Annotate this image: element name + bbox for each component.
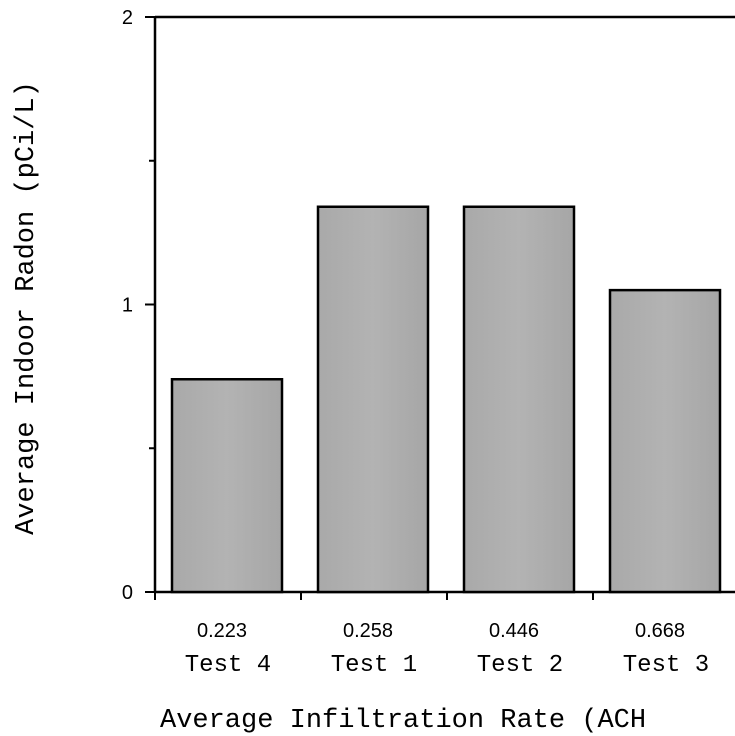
bar-test-3 [608, 288, 722, 594]
category-label: Test 1 [331, 652, 417, 679]
category-label: Test 2 [477, 652, 563, 679]
bar-test-4 [170, 378, 284, 594]
y-axis-title: Average Indoor Radon (pCi/L) [12, 81, 42, 535]
y-axis: 0 1 2 [122, 7, 155, 604]
x-axis [154, 592, 594, 600]
y-tick-label: 2 [122, 7, 133, 29]
bars [170, 205, 722, 594]
bar-test-2 [462, 205, 576, 594]
rate-label: 0.446 [489, 620, 539, 642]
x-axis-title: Average Infiltration Rate (ACH [160, 706, 646, 736]
y-tick-label: 1 [122, 295, 133, 317]
bar-test-1 [316, 205, 430, 594]
rate-label: 0.223 [197, 620, 247, 642]
category-label: Test 4 [185, 652, 271, 679]
category-label: Test 3 [623, 652, 709, 679]
rate-label: 0.668 [635, 620, 685, 642]
labels: 0.223 Test 4 0.258 Test 1 0.446 Test 2 0.668 Te… [185, 620, 709, 679]
rate-label: 0.258 [343, 620, 393, 642]
y-tick-label: 0 [122, 582, 133, 604]
